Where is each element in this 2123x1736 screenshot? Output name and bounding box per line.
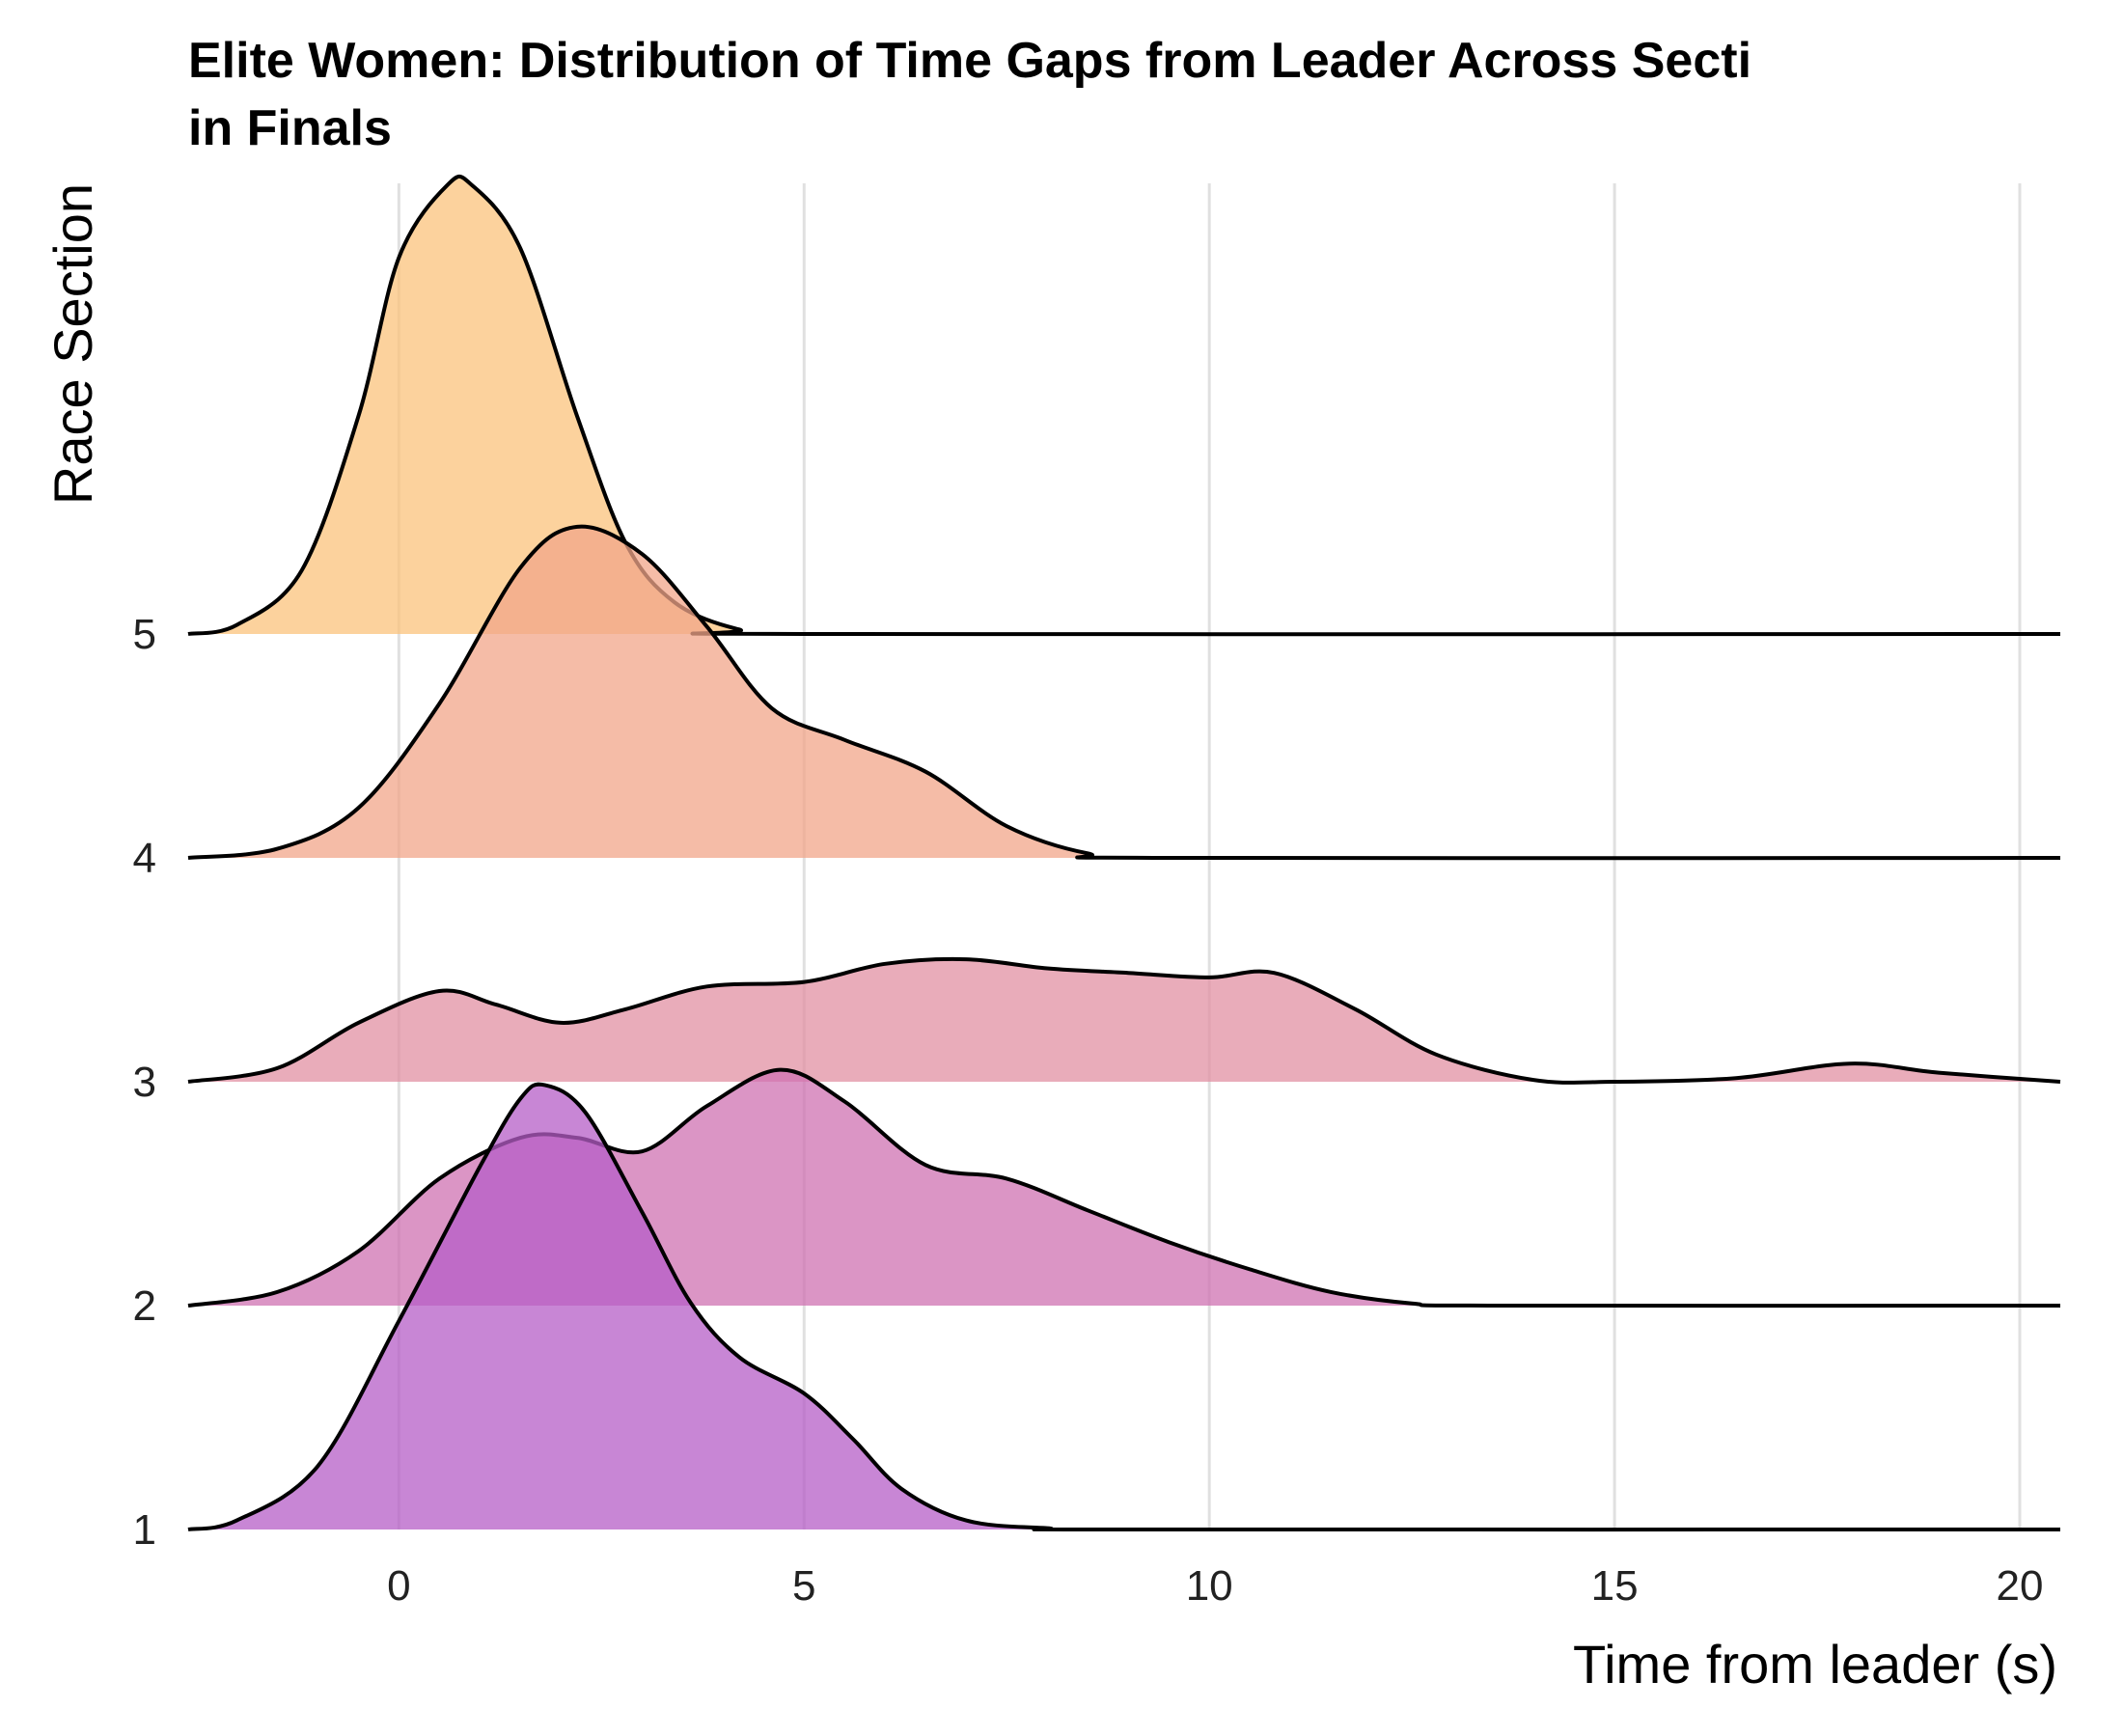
y-tick-label: 5 xyxy=(133,611,156,658)
x-tick-label: 15 xyxy=(1591,1562,1639,1610)
x-tick-label: 5 xyxy=(792,1562,815,1610)
x-tick-label: 20 xyxy=(1997,1562,2044,1610)
ridge-area-1 xyxy=(188,1084,2060,1530)
ridge-area-4 xyxy=(188,526,2060,859)
ridges xyxy=(187,174,2061,1532)
chart-title-line2: in Finals xyxy=(188,100,392,156)
chart-title: Elite Women: Distribution of Time Gaps f… xyxy=(188,33,1751,89)
ridge-area-3 xyxy=(188,958,2060,1083)
y-tick-label: 4 xyxy=(133,835,156,882)
ridge-outline-5 xyxy=(187,174,2061,637)
ridge-outline-2 xyxy=(187,1067,2061,1309)
x-axis-title: Time from leader (s) xyxy=(1573,1634,2057,1695)
ridge-section-4 xyxy=(187,524,2061,861)
ridge-section-1 xyxy=(187,1082,2061,1532)
y-tick-label: 3 xyxy=(133,1059,156,1106)
x-tick-label: 0 xyxy=(387,1562,410,1610)
y-axis-ticks: 5 4 3 2 1 xyxy=(133,611,156,1554)
ridge-outline-4 xyxy=(187,524,2061,861)
y-axis-title: Race Section xyxy=(42,183,103,505)
ridge-outline-1 xyxy=(187,1082,2061,1532)
ridge-section-5 xyxy=(187,174,2061,637)
y-tick-label: 2 xyxy=(133,1282,156,1330)
ridge-section-3 xyxy=(187,956,2061,1085)
x-axis-ticks: 0 5 10 15 20 xyxy=(387,1562,2043,1610)
y-tick-label: 1 xyxy=(133,1506,156,1554)
ridge-outline-3 xyxy=(187,956,2061,1085)
ridge-area-5 xyxy=(188,176,2060,635)
x-tick-label: 10 xyxy=(1186,1562,1233,1610)
